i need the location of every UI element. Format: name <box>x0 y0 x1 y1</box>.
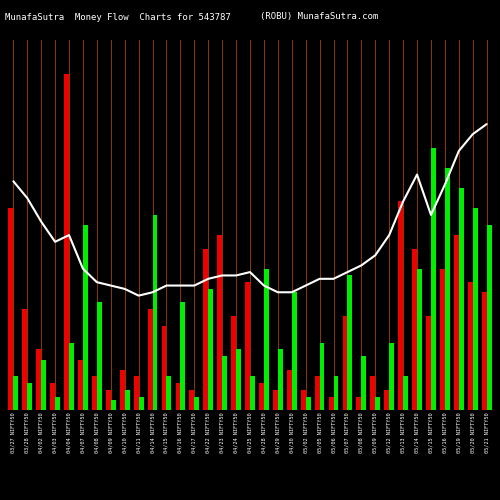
Bar <box>41 360 46 410</box>
Bar <box>218 235 222 410</box>
Bar <box>78 360 83 410</box>
Bar <box>22 309 28 410</box>
Bar <box>417 268 422 410</box>
Bar <box>472 208 478 410</box>
Bar <box>431 148 436 410</box>
Bar <box>412 248 417 410</box>
Bar <box>190 390 194 410</box>
Bar <box>250 376 255 410</box>
Bar <box>120 370 124 410</box>
Bar <box>273 390 278 410</box>
Bar <box>320 342 324 410</box>
Bar <box>148 309 152 410</box>
Bar <box>204 248 208 410</box>
Bar <box>482 292 486 410</box>
Bar <box>92 376 97 410</box>
Bar <box>28 383 32 410</box>
Bar <box>348 276 352 410</box>
Bar <box>64 74 69 410</box>
Bar <box>55 396 60 410</box>
Bar <box>222 356 227 410</box>
Bar <box>264 268 269 410</box>
Bar <box>14 376 18 410</box>
Bar <box>97 302 102 410</box>
Text: MunafaSutra  Money Flow  Charts for 543787: MunafaSutra Money Flow Charts for 543787 <box>5 12 231 22</box>
Bar <box>287 370 292 410</box>
Bar <box>403 376 408 410</box>
Text: (ROBU) MunafaSutra.com: (ROBU) MunafaSutra.com <box>260 12 378 22</box>
Bar <box>334 376 338 410</box>
Bar <box>468 282 472 410</box>
Bar <box>208 289 213 410</box>
Bar <box>440 268 445 410</box>
Bar <box>69 342 74 410</box>
Bar <box>356 396 362 410</box>
Bar <box>342 316 347 410</box>
Bar <box>278 350 282 410</box>
Bar <box>445 168 450 410</box>
Bar <box>362 356 366 410</box>
Bar <box>384 390 389 410</box>
Bar <box>389 342 394 410</box>
Bar <box>8 208 14 410</box>
Bar <box>138 396 143 410</box>
Bar <box>459 188 464 410</box>
Bar <box>152 215 158 410</box>
Bar <box>194 396 199 410</box>
Bar <box>134 376 138 410</box>
Bar <box>231 316 236 410</box>
Bar <box>259 383 264 410</box>
Bar <box>36 350 41 410</box>
Bar <box>454 235 459 410</box>
Bar <box>124 390 130 410</box>
Bar <box>236 350 241 410</box>
Bar <box>306 396 310 410</box>
Bar <box>166 376 172 410</box>
Bar <box>111 400 116 410</box>
Bar <box>292 292 296 410</box>
Bar <box>426 316 431 410</box>
Bar <box>328 396 334 410</box>
Bar <box>162 326 166 410</box>
Bar <box>376 396 380 410</box>
Bar <box>245 282 250 410</box>
Bar <box>180 302 186 410</box>
Bar <box>301 390 306 410</box>
Bar <box>106 390 111 410</box>
Bar <box>486 225 492 410</box>
Bar <box>83 225 88 410</box>
Bar <box>370 376 376 410</box>
Bar <box>50 383 55 410</box>
Bar <box>314 376 320 410</box>
Bar <box>176 383 180 410</box>
Bar <box>398 202 403 410</box>
